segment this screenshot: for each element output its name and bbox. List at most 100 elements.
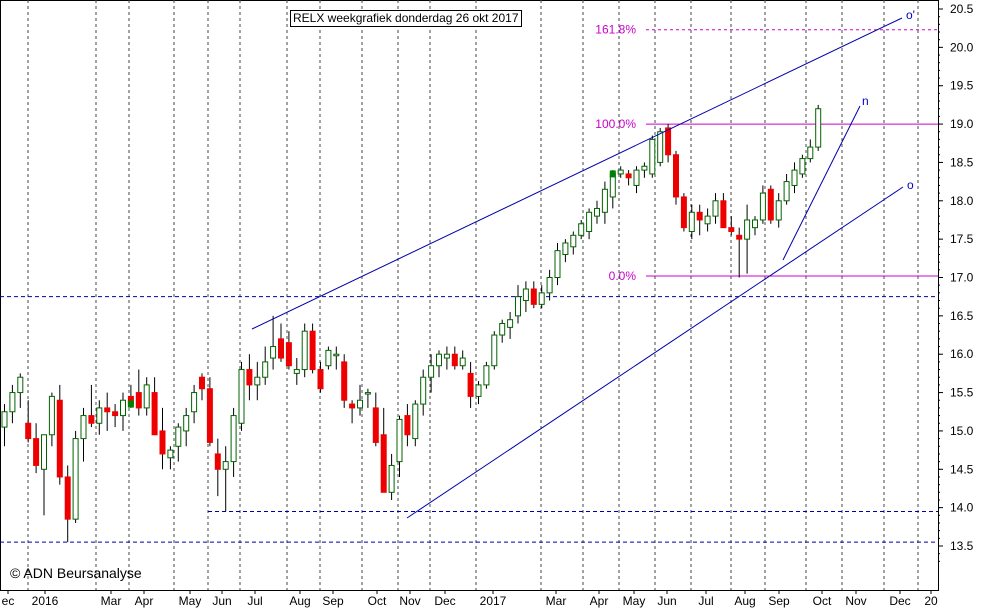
candle-body [151, 392, 158, 436]
candle-body [88, 415, 95, 424]
candle-body [767, 188, 774, 221]
candle-body [752, 219, 758, 229]
candle-body [759, 192, 766, 221]
wave-label: o [907, 178, 914, 192]
candle-body [206, 388, 213, 443]
candle-body [270, 346, 277, 359]
candle-body [412, 403, 419, 440]
candle-body [783, 181, 790, 202]
candle-body [135, 392, 142, 409]
candle-body [404, 415, 411, 436]
y-tick-label: 20.5 [950, 2, 974, 16]
y-tick-label: 16.5 [950, 309, 974, 323]
y-tick-label: 18.0 [950, 194, 974, 208]
candle-body-filled [609, 170, 616, 178]
x-tick-label: May [623, 594, 646, 608]
y-tick-label: 19.5 [950, 79, 974, 93]
x-tick-label: Apr [590, 594, 609, 608]
candle-body [285, 342, 292, 367]
candle-body [301, 330, 308, 371]
candle-body [293, 369, 300, 374]
candle-body [815, 108, 822, 148]
candle-body [507, 319, 514, 328]
candle-body [475, 384, 482, 397]
candle-body [641, 165, 648, 171]
candle-body [791, 169, 798, 186]
chart-title: RELX weekgrafiek donderdag 26 okt 2017 [290, 10, 522, 27]
y-tick-label: 15.5 [950, 386, 974, 400]
y-tick-label: 20.0 [950, 40, 974, 54]
candle-body [775, 200, 782, 221]
candle-body [657, 131, 664, 163]
candle-body [238, 369, 245, 424]
copyright-label: © ADN Beursanalyse [10, 565, 142, 581]
candle-body [696, 211, 703, 221]
candle-body [570, 234, 577, 248]
candle-body [380, 434, 387, 493]
candle-body [25, 422, 32, 440]
candle-body [246, 369, 253, 386]
candle-body [341, 361, 348, 401]
trendline-upper [251, 17, 903, 330]
y-tick-label: 18.5 [950, 155, 974, 169]
candle-body [214, 453, 221, 470]
x-tick-label: Apr [135, 594, 154, 608]
candle-body [96, 407, 103, 424]
candle-body [80, 415, 87, 440]
candle-body [538, 292, 545, 305]
candle-body [467, 372, 474, 397]
x-tick-label: Jul [247, 594, 262, 608]
candle-body [349, 403, 356, 409]
y-tick-label: 14.5 [950, 462, 974, 476]
x-tick-label: Oct [368, 594, 387, 608]
x-tick-label: 20 [924, 594, 938, 608]
candle-body [712, 200, 719, 217]
fib-level-label: 161.8% [595, 23, 636, 37]
candle-body [41, 434, 47, 470]
candle-body [799, 158, 806, 175]
x-tick-label: 2016 [32, 594, 59, 608]
candle-body [443, 353, 450, 359]
x-tick-label: Jun [212, 594, 231, 608]
candle-body [688, 211, 695, 232]
candle-body [317, 369, 324, 390]
x-tick-label: Oct [813, 594, 832, 608]
candle-body [562, 242, 569, 255]
candle-body [372, 407, 379, 443]
candle-body [436, 353, 442, 367]
x-tick-label: Jun [657, 594, 676, 608]
candle-body [515, 296, 521, 317]
candle-body [1, 411, 8, 428]
candle-body [554, 250, 561, 278]
candle-body [483, 365, 490, 386]
candle-body [594, 207, 600, 217]
trendline-lower [406, 186, 904, 519]
candle-body [665, 127, 672, 156]
candle-body [159, 430, 166, 455]
candle-body [744, 219, 751, 240]
candle-body [9, 392, 16, 413]
candle-body [396, 418, 403, 463]
candle-body [601, 188, 608, 213]
x-tick-label: May [179, 594, 202, 608]
candle-body [633, 169, 640, 186]
candle-body [617, 169, 624, 175]
candle-body [104, 407, 111, 413]
x-tick-label: Dec [434, 594, 455, 608]
x-tick-label: Aug [734, 594, 755, 608]
candle-body [309, 330, 316, 371]
candle-body [522, 288, 529, 302]
candle-body [325, 349, 332, 367]
candle-body [112, 411, 119, 417]
candle-body [191, 392, 198, 413]
y-tick-label: 19.0 [950, 117, 974, 131]
candle-body [491, 334, 498, 367]
x-tick-label: Nov [399, 594, 420, 608]
x-tick-label: Sep [768, 594, 790, 608]
candle-body [167, 449, 174, 459]
candle-body [183, 415, 190, 432]
fib-level-label: 100.0% [595, 117, 636, 131]
wave-label: o' [906, 8, 915, 22]
x-tick-label: Dec [889, 594, 910, 608]
